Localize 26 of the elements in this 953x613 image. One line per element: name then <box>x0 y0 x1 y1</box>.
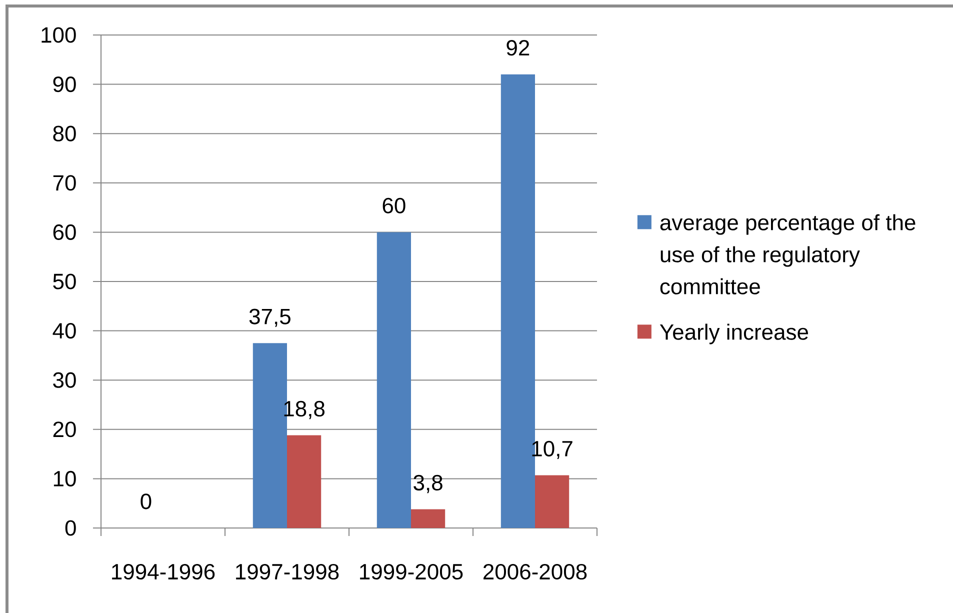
data-label: 92 <box>506 40 530 56</box>
y-tick-label: 20 <box>53 422 76 438</box>
legend-label: Yearly increase <box>660 324 808 344</box>
bar <box>535 475 570 528</box>
x-tick-label: 2006-2008 <box>484 564 587 580</box>
y-tick-label: 0 <box>65 520 76 536</box>
y-tick-label: 90 <box>53 76 76 92</box>
data-label: 60 <box>382 198 406 214</box>
data-label: 3,8 <box>414 474 442 494</box>
y-tick-label: 10 <box>54 470 76 486</box>
bar <box>411 509 446 528</box>
y-tick-label: 60 <box>53 224 76 240</box>
y-tick-label: 40 <box>52 322 76 339</box>
bar <box>376 232 411 528</box>
x-tick-label: 1994-1996 <box>112 564 215 580</box>
data-label: 0 <box>140 494 152 510</box>
legend-label: average percentage of the use of the regulatory committee <box>660 214 916 294</box>
data-label: 37,5 <box>249 308 290 327</box>
x-tick-label: 1999-2005 <box>360 564 463 580</box>
y-tick-label: 70 <box>53 175 76 191</box>
y-tick-label: 80 <box>53 126 76 142</box>
y-tick-label: 30 <box>53 372 76 388</box>
x-tick-label: 1997-1998 <box>236 564 339 580</box>
y-tick-label: 50 <box>53 274 76 290</box>
y-tick-label: 100 <box>42 27 76 43</box>
bar <box>287 435 322 528</box>
